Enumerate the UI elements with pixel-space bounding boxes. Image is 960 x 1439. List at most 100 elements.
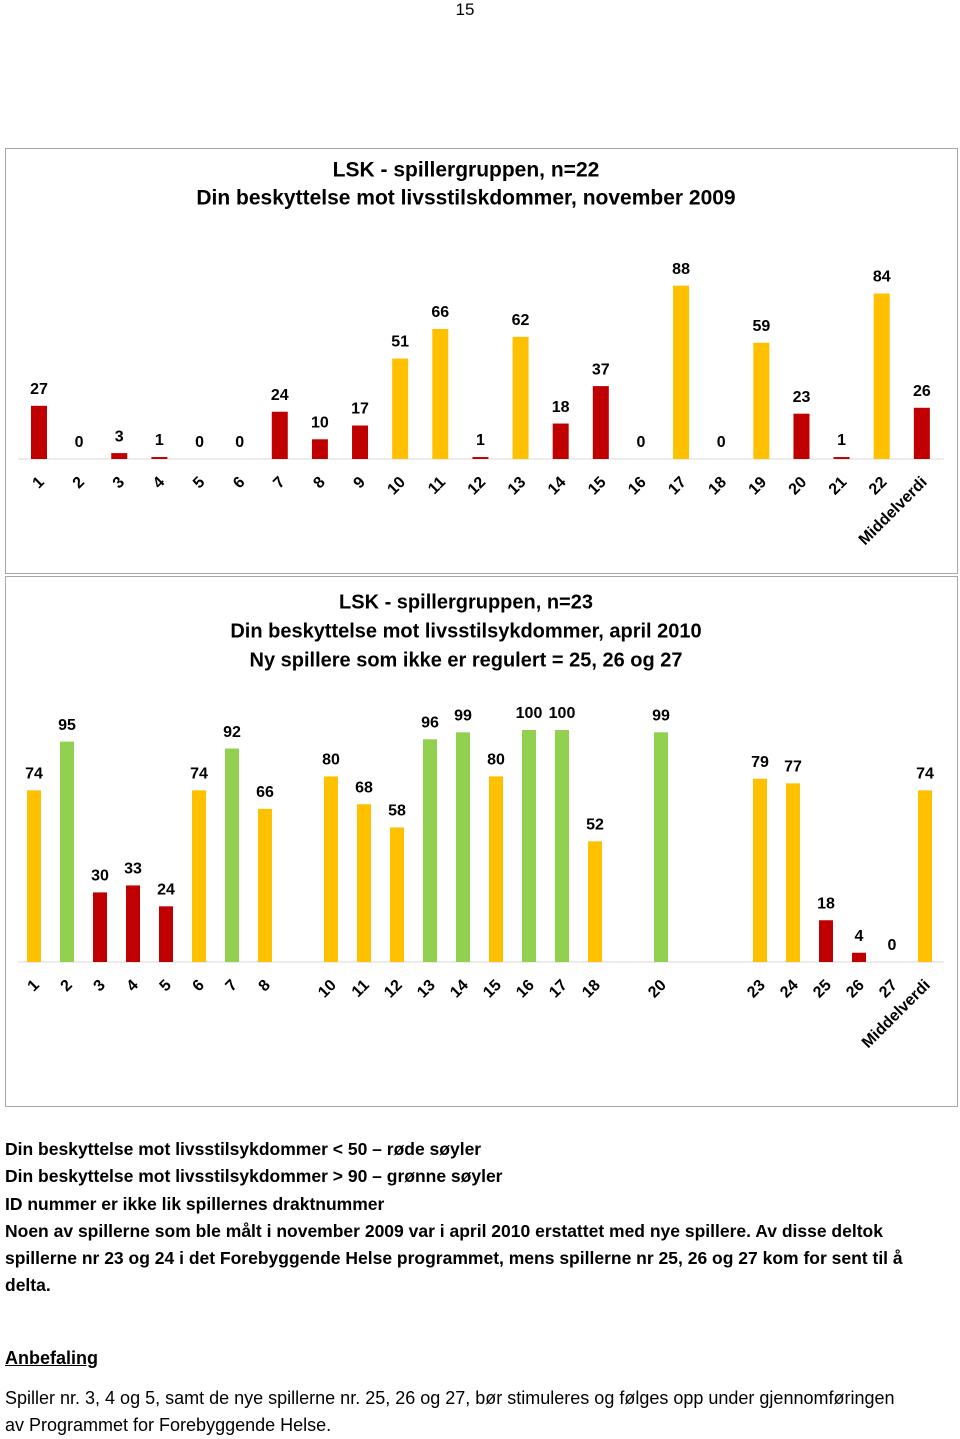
x-tick-label: 26 [843, 977, 868, 1002]
data-label: 26 [913, 383, 931, 400]
x-tick-label: 2 [58, 977, 76, 995]
x-tick-label: 4 [150, 474, 168, 492]
bar [159, 906, 173, 962]
data-label: 33 [124, 861, 142, 878]
data-label: 1 [476, 432, 485, 449]
bar [873, 293, 890, 459]
data-label: 3 [115, 428, 124, 445]
data-label: 68 [355, 779, 373, 796]
bar [31, 405, 47, 459]
data-label: 0 [888, 937, 897, 954]
chart: LSK - spillergruppen, n=22 Din beskyttels… [5, 148, 958, 574]
bar [423, 739, 437, 962]
note: Din beskyttelse mot livsstilsykdommer < … [5, 1139, 482, 1159]
x-tick-label: 12 [381, 977, 406, 1002]
data-label: 92 [223, 724, 241, 741]
bar [793, 413, 810, 459]
data-label: 74 [916, 766, 934, 783]
x-tick-label: 20 [645, 977, 670, 1002]
page-number: 15 [455, 0, 475, 19]
data-label: 51 [391, 334, 409, 351]
x-tick-label: 17 [665, 474, 690, 499]
x-tick-label: 5 [157, 977, 175, 995]
bar [654, 732, 668, 962]
bar [512, 336, 529, 459]
data-label: 23 [793, 389, 811, 406]
data-label: 0 [235, 434, 244, 451]
data-label: 99 [454, 708, 472, 725]
bar [819, 920, 833, 962]
bar [522, 730, 536, 962]
x-tick-label: 8 [256, 977, 274, 995]
data-label: 77 [784, 759, 802, 776]
x-tick-label: 13 [505, 474, 530, 499]
data-label: 24 [157, 882, 175, 899]
data-label: 59 [752, 318, 770, 335]
x-tick-label: 13 [414, 977, 439, 1002]
note: ID nummer er ikke lik spillernes draktnu… [5, 1193, 385, 1214]
data-label: 88 [672, 261, 690, 278]
x-tick-label: 27 [876, 977, 901, 1002]
chart: LSK - spillergruppen, n=23 Din beskyttels… [5, 576, 958, 1107]
data-label: 80 [322, 752, 340, 769]
x-tick-label: 6 [230, 474, 248, 492]
heading: Anbefaling [5, 1348, 98, 1368]
x-tick-label: 11 [425, 474, 449, 498]
bar [324, 776, 338, 962]
bar [918, 790, 932, 962]
x-tick-label: 18 [705, 474, 730, 499]
bar [392, 358, 409, 459]
x-tick-label: 18 [579, 977, 604, 1002]
data-label: 10 [311, 415, 329, 432]
x-tick-label: 16 [625, 474, 650, 499]
data-label: 95 [58, 717, 76, 734]
bar [432, 328, 449, 459]
bar [588, 841, 602, 962]
data-label: 99 [652, 708, 670, 725]
data-label: 18 [552, 399, 570, 416]
x-tick-label: 8 [310, 474, 328, 492]
x-tick-label: 1 [25, 977, 43, 995]
bar [151, 457, 168, 459]
data-label: 52 [586, 817, 604, 834]
data-label: 100 [516, 705, 543, 722]
bar [352, 425, 369, 459]
data-label: 100 [549, 705, 576, 722]
x-tick-label: 17 [546, 977, 571, 1002]
bar [753, 342, 770, 459]
note: Noen av spillerne som ble målt i novembe… [5, 1220, 903, 1296]
data-label: 4 [855, 928, 864, 945]
x-tick-label: 11 [349, 977, 373, 1001]
note: Din beskyttelse mot livsstilsykdommer > … [5, 1166, 503, 1187]
x-tick-label: 10 [384, 474, 409, 499]
x-tick-label: 2 [70, 474, 88, 492]
x-tick-label: 7 [223, 977, 241, 995]
x-tick-label: 7 [270, 474, 288, 492]
x-tick-label: 19 [746, 474, 771, 499]
data-label: 66 [256, 784, 274, 801]
x-tick-label: 22 [866, 474, 891, 499]
bar [311, 439, 328, 459]
bar [271, 411, 288, 459]
chart-title: Din beskyttelse mot livsstilsykdommer, a… [230, 620, 701, 642]
bar [258, 808, 272, 962]
bar [555, 730, 569, 962]
notes: Din beskyttelse mot livsstilsykdommer < … [5, 1136, 910, 1300]
x-tick-label: 16 [513, 977, 538, 1002]
data-label: 96 [421, 714, 439, 731]
chart-title: Din beskyttelse mot livsstilskdommer, no… [196, 187, 735, 210]
bar [456, 732, 470, 962]
x-tick-label: 15 [585, 474, 610, 499]
data-label: 1 [837, 432, 846, 449]
x-tick-label: 6 [190, 977, 208, 995]
data-label: 80 [487, 752, 505, 769]
data-label: 0 [717, 434, 726, 451]
bar [390, 827, 404, 962]
data-label: 30 [91, 868, 109, 885]
data-label: 37 [592, 361, 610, 378]
x-tick-label: 21 [826, 474, 851, 499]
bar [111, 453, 128, 459]
data-label: 27 [30, 381, 48, 398]
bar [357, 804, 371, 962]
